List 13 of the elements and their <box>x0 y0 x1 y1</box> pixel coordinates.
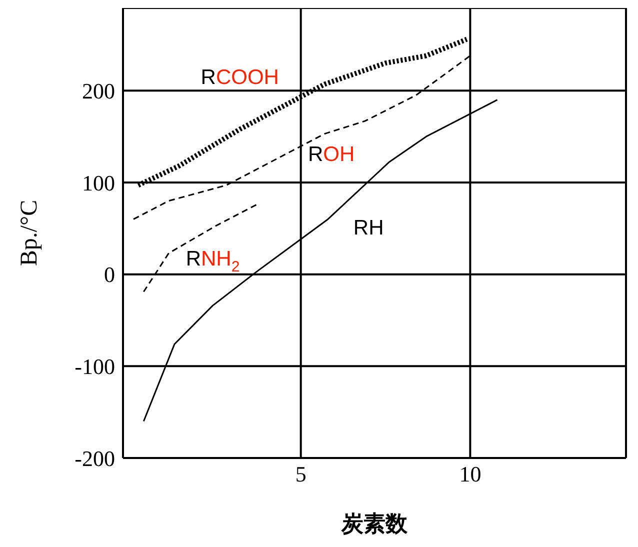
y-tick-label: -200 <box>74 446 115 471</box>
series-label: RH <box>353 216 384 239</box>
series-label: RCOOH <box>200 65 279 88</box>
y-tick-label: 0 <box>104 262 115 288</box>
y-tick-label: -100 <box>74 354 115 379</box>
x-axis-title: 炭素数 <box>340 512 408 537</box>
y-axis-title: Bp./°C <box>16 200 43 266</box>
x-tick-label: 5 <box>295 462 306 487</box>
y-tick-label: 100 <box>82 170 115 196</box>
series-label: RNH$_{2}$ <box>186 247 240 276</box>
x-tick-label: 10 <box>459 462 482 487</box>
y-tick-label: 200 <box>82 78 115 104</box>
series-label: ROH <box>308 142 355 166</box>
